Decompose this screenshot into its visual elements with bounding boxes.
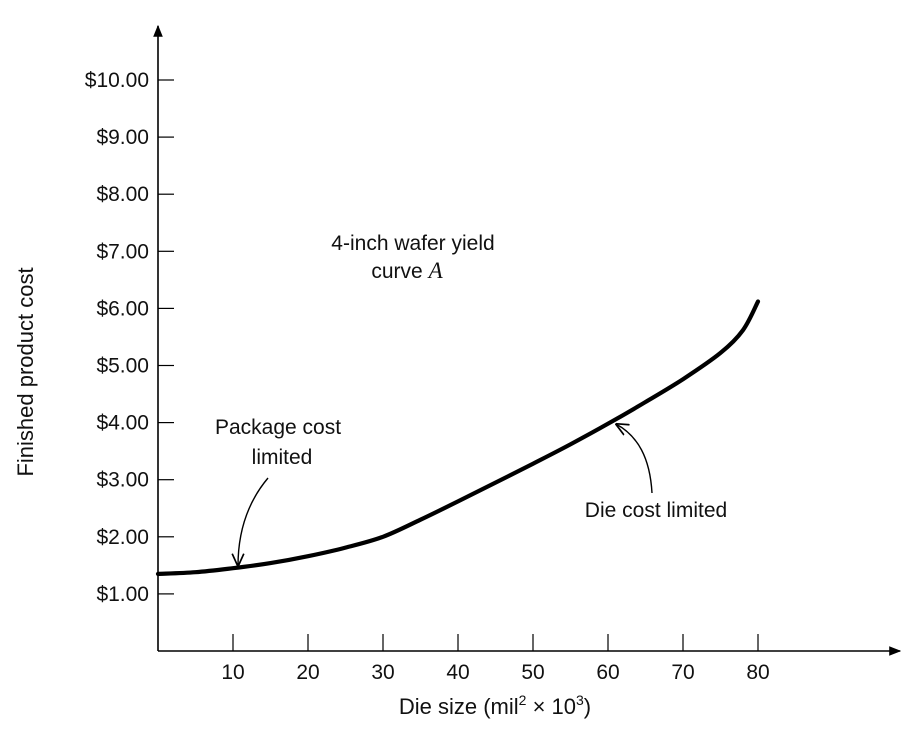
y-tick-label: $7.00: [96, 240, 149, 263]
x-tick-label: 10: [221, 661, 244, 684]
package-label-line2: limited: [252, 446, 313, 469]
cost-curve-line: [155, 299, 761, 576]
x-tick-label: 70: [671, 661, 694, 684]
y-tick-label: $3.00: [96, 469, 149, 492]
y-tick-label: $4.00: [96, 412, 149, 435]
curve-label-line2: curve A: [371, 258, 443, 283]
x-tick-label: 60: [596, 661, 619, 684]
x-tick-label: 30: [371, 661, 394, 684]
x-tick-label: 40: [446, 661, 469, 684]
x-tick-label: 50: [521, 661, 544, 684]
package-label-line1: Package cost: [215, 416, 341, 439]
y-axis-title: Finished product cost: [13, 267, 38, 476]
y-tick-label: $10.00: [85, 69, 149, 92]
y-tick-label: $2.00: [96, 526, 149, 549]
y-tick-label: $1.00: [96, 583, 149, 606]
curve-label-line1: 4-inch wafer yield: [331, 232, 494, 255]
x-ticks: 10 20 30 40 50 60 70 80: [221, 634, 770, 684]
package-arrow: [238, 477, 269, 566]
x-tick-label: 80: [746, 661, 769, 684]
y-tick-label: $8.00: [96, 183, 149, 206]
y-ticks: $1.00 $2.00 $3.00 $4.00 $5.00 $6.00 $7.00 $8.00…: [85, 69, 174, 606]
die-cost-arrow: [616, 424, 653, 494]
y-tick-label: $5.00: [96, 355, 149, 378]
x-axis-title: Die size (mil2 × 103): [399, 692, 591, 719]
y-tick-label: $9.00: [96, 126, 149, 149]
x-tick-label: 20: [296, 661, 319, 684]
y-tick-label: $6.00: [96, 297, 149, 320]
die-cost-label: Die cost limited: [585, 499, 727, 522]
